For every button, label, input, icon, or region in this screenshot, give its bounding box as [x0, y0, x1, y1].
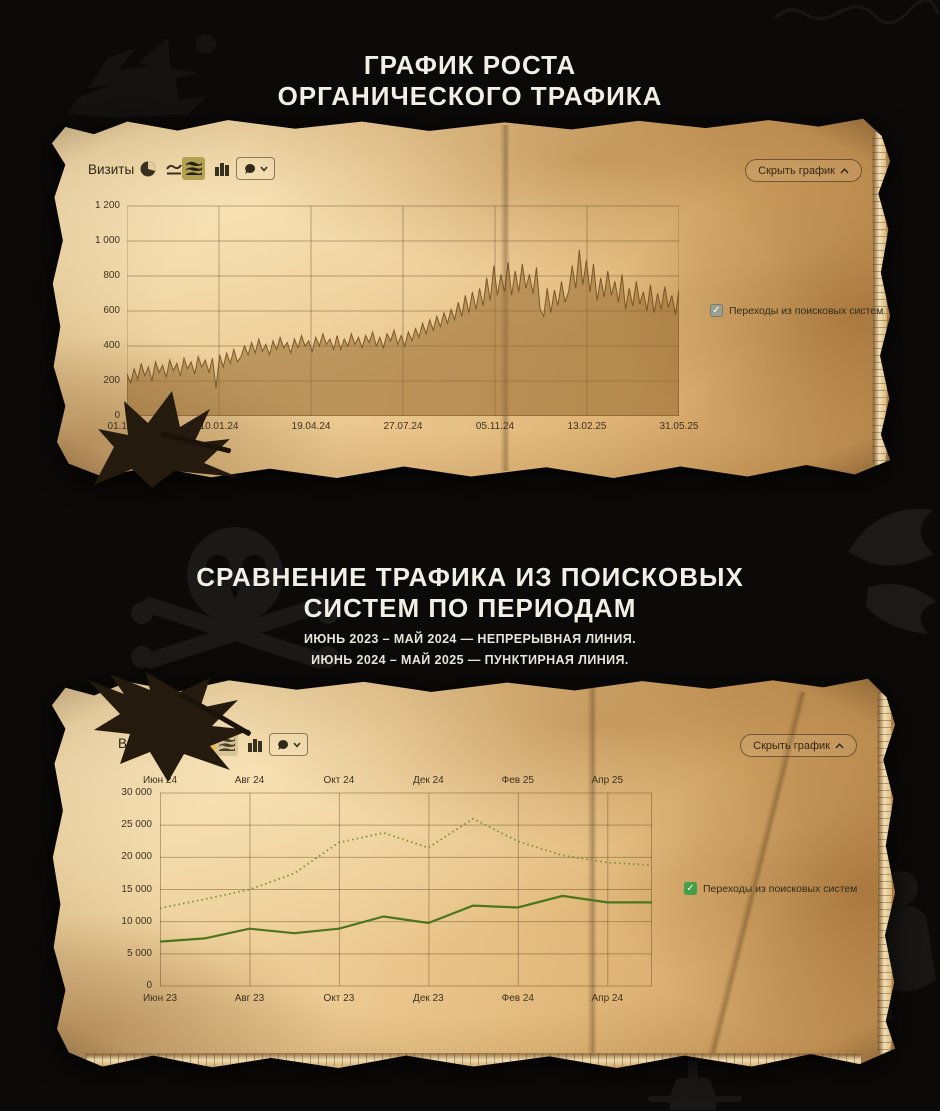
hide-chart-label: Скрыть график [753, 739, 830, 752]
scroll-rolled-edge [877, 691, 892, 1057]
page-title-line2: ОРГАНИЧЕСКОГО ТРАФИКА [277, 81, 663, 111]
axis-tick-label: 0 [146, 980, 152, 991]
axis-tick-label: 10 000 [121, 915, 152, 927]
axis-tick-label: 1 200 [94, 200, 120, 211]
section2-title-line1: СРАВНЕНИЕ ТРАФИКА ИЗ ПОИСКОВЫХ [196, 562, 744, 592]
torn-flag-decoration [94, 391, 238, 488]
axis-tick-label: 600 [103, 305, 120, 316]
scroll-rolled-edge-bottom [85, 1053, 862, 1066]
axis-tick-label: 19.04.24 [291, 421, 331, 432]
bar-chart-icon[interactable] [212, 160, 232, 180]
page-title: ГРАФИК РОСТА ОРГАНИЧЕСКОГО ТРАФИКА [0, 50, 940, 112]
legend-checkbox[interactable]: ✓ [710, 304, 723, 317]
axis-tick-label: Окт 24 [323, 775, 355, 786]
line-chart-plot[interactable] [160, 791, 652, 988]
axis-tick-label: 1 000 [94, 235, 120, 246]
hide-chart-button[interactable]: Скрыть график [745, 159, 862, 182]
scribble-decoration [773, 0, 940, 25]
comments-dropdown-button[interactable] [236, 157, 275, 180]
speech-bubble-icon [244, 163, 255, 174]
legend-item[interactable]: ✓ Переходы из поисковых систем [710, 304, 883, 317]
section2-title: СРАВНЕНИЕ ТРАФИКА ИЗ ПОИСКОВЫХ СИСТЕМ ПО… [0, 562, 940, 624]
torn-flag-decoration [88, 672, 251, 782]
axis-tick-label: 20 000 [121, 851, 152, 863]
axis-tick-label: 05.11.24 [475, 421, 515, 432]
axis-tick-label: Дек 23 [413, 993, 444, 1004]
axis-tick-label: Апр 24 [591, 993, 624, 1004]
parchment-panel-2: Визиты Скрыть график [52, 672, 895, 1068]
axis-tick-label: Дек 24 [413, 775, 444, 786]
axis-tick-label: Окт 23 [323, 993, 355, 1004]
line-chart-icon[interactable] [164, 160, 184, 180]
area-chart-plot[interactable] [127, 203, 679, 416]
parchment-crease [587, 685, 597, 1061]
axis-tick-label: 30 000 [121, 787, 152, 798]
axis-tick-label: 10.01.24 [199, 421, 239, 432]
scroll-rolled-edge [872, 130, 887, 468]
section2-title-line2: СИСТЕМ ПО ПЕРИОДАМ [303, 593, 637, 623]
pie-chart-icon[interactable] [138, 160, 158, 180]
metric-label: Визиты [88, 162, 135, 177]
axis-tick-label: 25 000 [121, 819, 152, 831]
axis-tick-label: Авг 24 [234, 775, 265, 786]
legend-label: Переходы из поисковых систем [729, 304, 884, 317]
hide-chart-button[interactable]: Скрыть график [740, 734, 857, 757]
axis-tick-label: 15 000 [121, 883, 152, 895]
legend-item[interactable]: ✓ Переходы из поисковых систем [684, 882, 857, 895]
axis-tick-label: 27.07.24 [383, 421, 423, 432]
axis-tick-label: Фев 25 [501, 775, 534, 786]
stacked-area-icon[interactable] [182, 157, 205, 180]
axis-tick-label: 31.05.25 [659, 421, 699, 432]
section2-subtitle1: ИЮНЬ 2023 – МАЙ 2024 — НЕПРЕРЫВНАЯ ЛИНИЯ… [304, 632, 636, 646]
speech-bubble-icon [277, 739, 288, 750]
axis-tick-label: Авг 23 [234, 993, 265, 1004]
chevron-up-icon [840, 167, 849, 173]
axis-tick-label: Апр 25 [591, 775, 624, 786]
chevron-down-icon [292, 742, 301, 748]
bar-chart-icon[interactable] [245, 736, 265, 756]
axis-tick-label: 13.02.25 [567, 421, 607, 432]
legend-label: Переходы из поисковых систем [703, 882, 858, 895]
axis-tick-label: 0 [114, 410, 120, 421]
chevron-up-icon [835, 742, 844, 748]
hide-chart-label: Скрыть график [758, 164, 835, 177]
section2-subtitle2: ИЮНЬ 2024 – МАЙ 2025 — ПУНКТИРНАЯ ЛИНИЯ. [311, 653, 629, 667]
axis-tick-label: Июн 23 [142, 993, 178, 1004]
page-title-line1: ГРАФИК РОСТА [363, 50, 577, 80]
axis-tick-label: 400 [103, 340, 120, 351]
parchment-surface-1: Визиты Скрыть график [52, 118, 890, 478]
axis-tick-label: Июн 24 [142, 775, 178, 786]
axis-tick-label: 200 [103, 375, 120, 386]
chevron-down-icon [259, 166, 268, 172]
axis-tick-label: 5 000 [126, 947, 152, 959]
comments-dropdown-button[interactable] [269, 733, 308, 756]
parchment-panel-1: Визиты Скрыть график [52, 118, 890, 488]
axis-tick-label: 800 [103, 270, 120, 281]
axis-tick-label: Фев 24 [501, 993, 534, 1004]
legend-checkbox[interactable]: ✓ [684, 882, 697, 895]
